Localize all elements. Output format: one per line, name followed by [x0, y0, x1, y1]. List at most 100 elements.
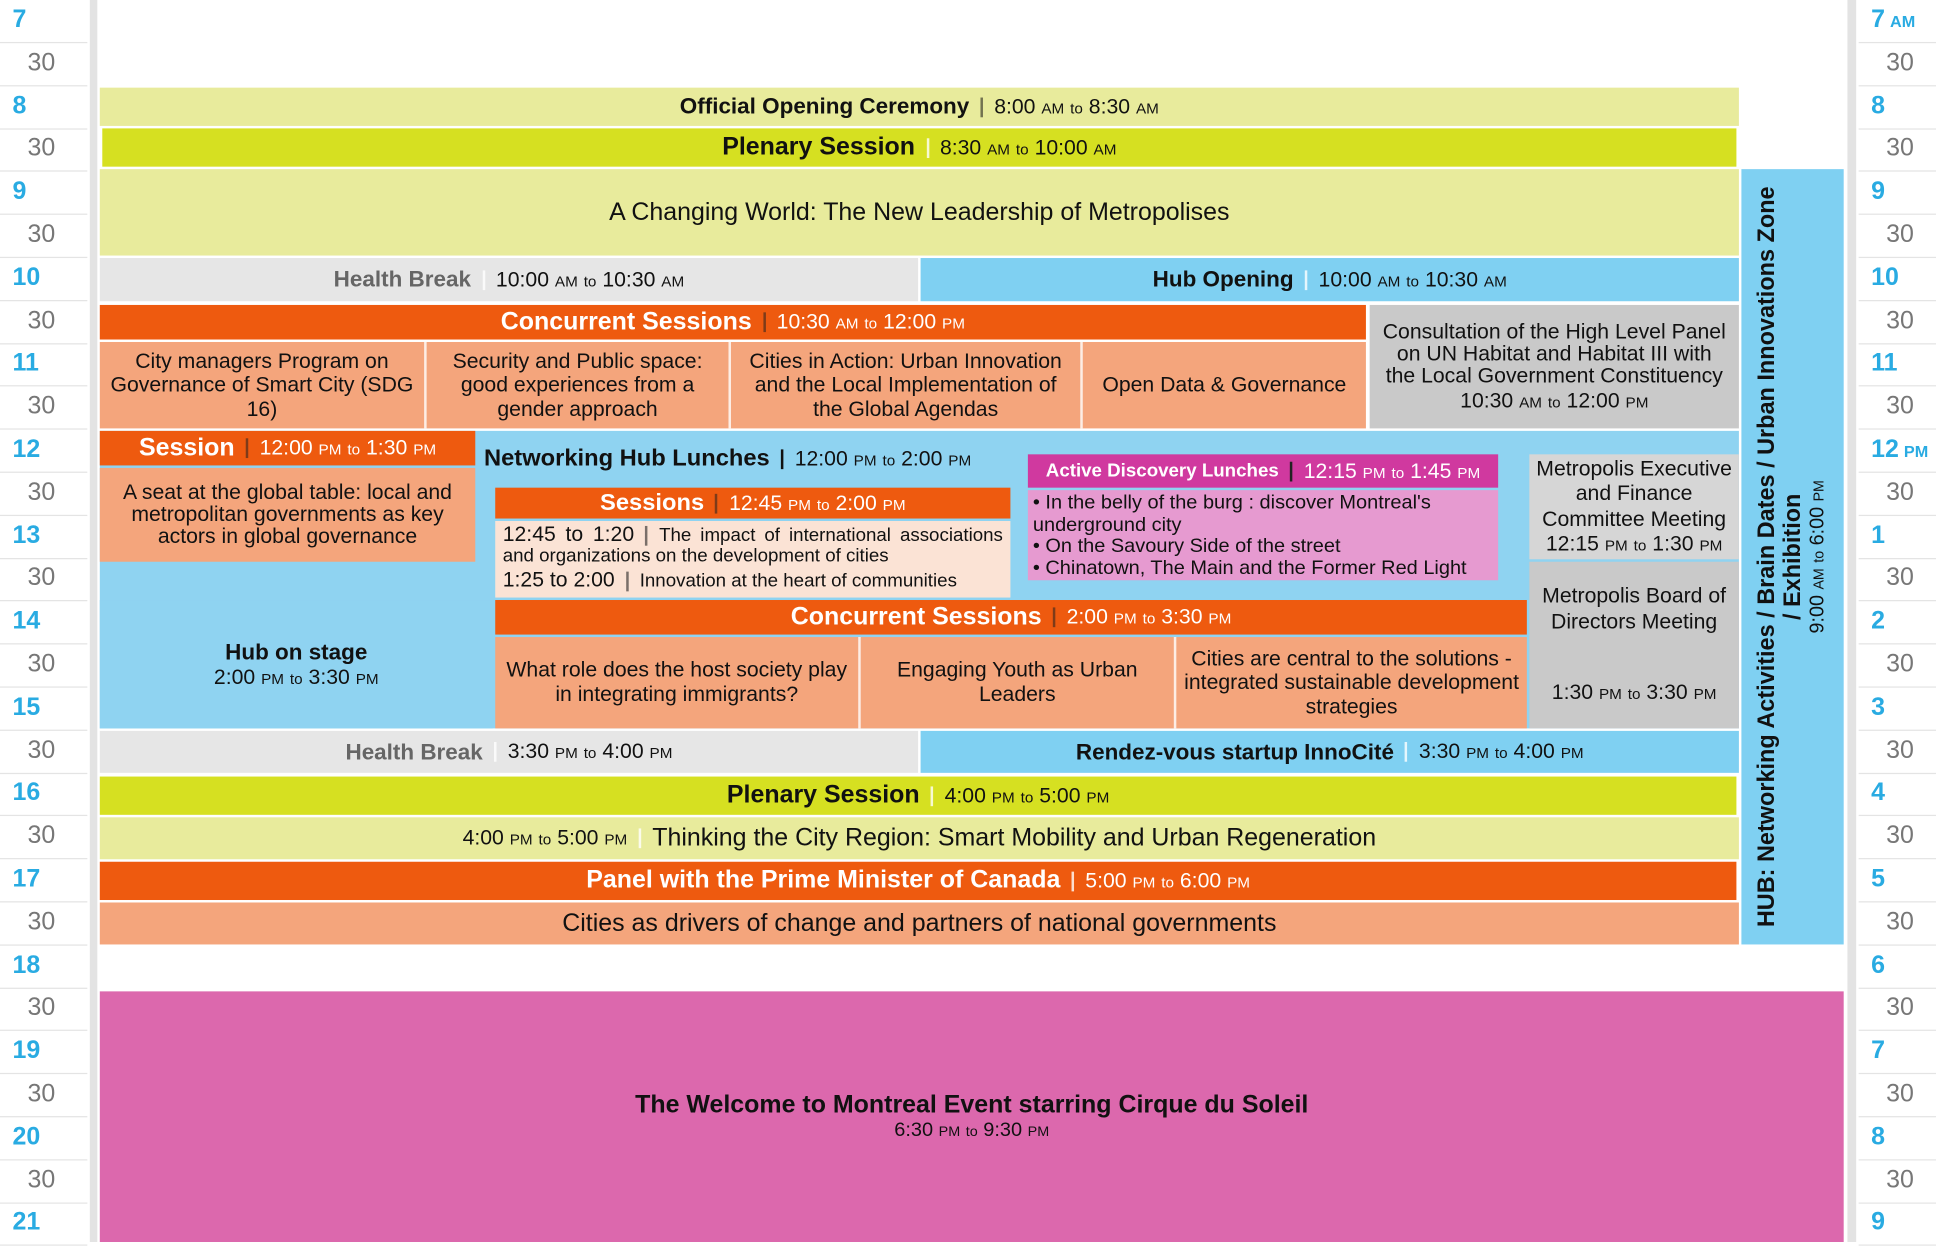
- t: 9:00 AM to 6:00 PM: [1807, 480, 1829, 634]
- row-line: [0, 428, 88, 430]
- sessions-body: 12:45 to 1:20 The impact of international…: [495, 520, 1011, 598]
- hour-label: 10: [1871, 263, 1899, 292]
- hour-label: 21: [12, 1209, 41, 1237]
- row-line: [0, 514, 88, 516]
- hour-label: 7: [1871, 1037, 1886, 1065]
- t: 5:00 PM to 6:00 PM: [1085, 868, 1250, 893]
- t: 12:00 PM to 2:00 PM: [794, 447, 972, 471]
- t: 10:00 AM to 10:30 AM: [495, 267, 685, 292]
- row-line: [0, 1159, 88, 1161]
- hour-label: 7: [12, 6, 27, 34]
- sep: [245, 438, 249, 459]
- hour-label: 8: [1871, 1123, 1886, 1151]
- hour-label: 9: [1871, 178, 1886, 206]
- t: 3:30 PM to 4:00 PM: [507, 739, 673, 764]
- unit: AM: [661, 272, 685, 290]
- unit: PM: [1699, 536, 1723, 555]
- row-line: [1858, 342, 1936, 344]
- hour-label: 10: [12, 263, 41, 292]
- unit: PM: [1457, 463, 1481, 482]
- unit: to: [1547, 394, 1561, 412]
- row-line: [0, 557, 88, 559]
- row-line: [1858, 944, 1936, 946]
- hour-label: 18: [12, 951, 41, 979]
- t: 3:30 PM to 4:00 PM: [1418, 739, 1584, 764]
- concurrent-body: What role does the host society play in …: [495, 637, 1527, 729]
- row-line: [1858, 1159, 1936, 1161]
- half-hour-label: 30: [1886, 564, 1914, 592]
- active-body: In the belly of the burg : discover Mont…: [1027, 490, 1499, 581]
- text: 1:25 to 2:00: [502, 568, 615, 592]
- text: Metropolis Board of Directors Meeting: [1542, 584, 1727, 634]
- unit: to: [882, 452, 896, 470]
- half-hour-label: 30: [27, 1080, 56, 1108]
- half-hour-label: 30: [1886, 822, 1914, 850]
- label-part: 7: [1871, 6, 1886, 34]
- unit: PM: [261, 669, 284, 688]
- unit: to: [816, 495, 830, 514]
- hour-label: 11: [1871, 349, 1898, 378]
- row-line: [1858, 1030, 1936, 1032]
- metropolis-exec: Metropolis Executive and Finance Committ…: [1529, 454, 1739, 560]
- half-hour-label: 30: [27, 1166, 56, 1194]
- row-line: [1858, 772, 1936, 774]
- text: Cities as drivers of change and partners…: [562, 909, 1277, 937]
- unit: AM: [1483, 272, 1507, 290]
- text: Plenary Session: [722, 133, 916, 161]
- t: 1:30 PM to 3:30 PM: [1551, 680, 1717, 704]
- row-line: [0, 600, 88, 602]
- t: 10:30 AM to 12:00 PM: [1460, 389, 1649, 413]
- row-line: [0, 729, 88, 731]
- unit: to: [1020, 788, 1034, 806]
- hour-label: 15: [12, 693, 41, 721]
- concurrent-header: Concurrent Sessions 10:30 AM to 12:00 PM: [99, 304, 1366, 340]
- text: Official Opening Ceremony: [679, 94, 970, 119]
- row-line: [0, 1073, 88, 1075]
- evening-event: The Welcome to Montreal Event starring C…: [99, 991, 1844, 1242]
- hour-label: 8: [12, 92, 27, 120]
- unit: AM: [1519, 394, 1543, 412]
- plenary-header: Plenary Session 8:30 AM to 10:00 AM: [102, 128, 1737, 167]
- unit: PM: [991, 788, 1015, 806]
- row-line: [1858, 299, 1936, 301]
- unit: AM: [554, 272, 578, 290]
- unit: PM: [318, 441, 342, 459]
- networking-lunches: Networking Hub Lunches 12:00 PM to 2:00 P…: [484, 442, 1020, 477]
- sep: [780, 449, 784, 470]
- unit: PM: [1625, 394, 1649, 412]
- text: Rendez-vous startup InnoCité: [1075, 739, 1394, 764]
- row-line: [0, 256, 88, 259]
- half-hour-label: 30: [27, 822, 56, 850]
- text: The impact of international associations…: [502, 524, 1003, 567]
- hour-label: 3: [1871, 693, 1886, 721]
- health-break: Health Break 10:00 AM to 10:30 AM: [99, 258, 919, 302]
- row-line: [0, 901, 88, 903]
- row-line: [0, 342, 88, 344]
- unit: PM: [882, 495, 906, 514]
- hour-label: 20: [12, 1123, 41, 1151]
- rendezvous: Rendez-vous startup InnoCité 3:30 PM to 4…: [920, 730, 1739, 773]
- unit: to: [1633, 536, 1647, 555]
- row-line: [1858, 858, 1936, 860]
- unit: PM: [1227, 873, 1250, 892]
- half-hour-label: 30: [1886, 908, 1914, 936]
- half-hour-label: 30: [27, 908, 56, 936]
- hour-label: 5: [1871, 865, 1886, 893]
- text: Health Break: [333, 266, 471, 292]
- text: Hub on stage: [225, 639, 368, 665]
- row-line: [1858, 127, 1936, 130]
- wsep: [926, 137, 929, 158]
- unit: to: [538, 831, 552, 849]
- hour-label: 9: [12, 178, 27, 206]
- unit: PM: [355, 669, 379, 688]
- row-line: [1858, 643, 1936, 645]
- half-hour-label: 30: [27, 478, 56, 506]
- unit: PM: [1132, 873, 1156, 892]
- unit: to: [1627, 685, 1641, 703]
- hour-label: 12: [12, 435, 41, 463]
- item: 1:25 to 2:00 Innovation at the heart of c…: [502, 568, 1003, 592]
- unit: PM: [942, 315, 965, 333]
- unit: PM: [948, 452, 972, 470]
- wsep: [930, 785, 934, 806]
- half-hour-label: 30: [27, 135, 56, 163]
